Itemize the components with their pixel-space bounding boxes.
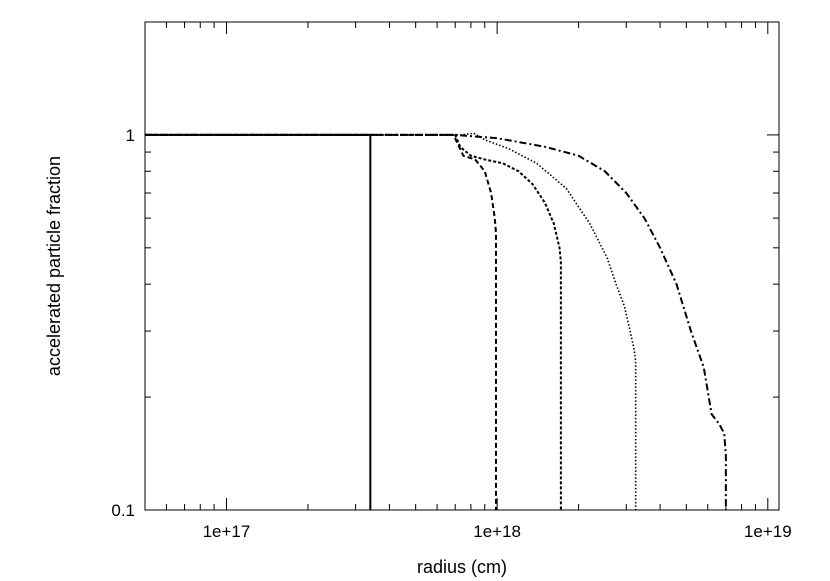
series-line-4 (145, 132, 637, 510)
x-tick-label: 1e+19 (744, 522, 792, 541)
y-tick-label: 1 (126, 126, 135, 145)
series-line-2 (145, 133, 497, 510)
tick-marks (144, 21, 779, 511)
x-tick-label: 1e+17 (203, 522, 251, 541)
y-tick-label: 0.1 (111, 501, 135, 520)
tick-labels: 1e+17 1e+18 1e+19 0.1 1 (111, 126, 791, 541)
series-line-3 (145, 133, 562, 510)
series-line-1 (145, 133, 372, 510)
series-group (145, 132, 727, 510)
series-line-5 (145, 133, 727, 510)
x-tick-label: 1e+18 (473, 522, 521, 541)
y-axis-title: accelerated particle fraction (44, 156, 64, 376)
plot-frame (144, 21, 780, 511)
x-axis-title: radius (cm) (417, 557, 507, 577)
